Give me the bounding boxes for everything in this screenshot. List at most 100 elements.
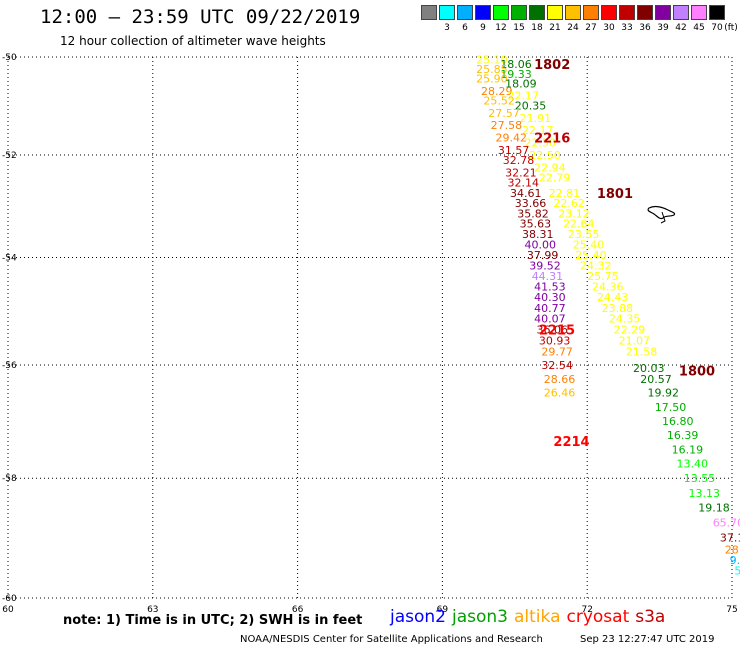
legend-swatch xyxy=(457,5,473,20)
satellite-altika: altika xyxy=(514,607,561,627)
satellite-jason2: jason2 xyxy=(390,607,446,627)
wave-height-reading: 35.63 xyxy=(520,218,552,231)
lat-tick-label: -56 xyxy=(2,361,17,371)
wave-height-reading: 23.55 xyxy=(568,228,600,241)
satellite-s3a: s3a xyxy=(635,607,666,627)
legend-swatch xyxy=(709,5,725,20)
wave-height-reading: 16.19 xyxy=(672,443,704,456)
lon-tick-label: 75 xyxy=(726,605,737,615)
wave-height-reading: 24.36 xyxy=(592,281,624,294)
wave-height-reading: 21.91 xyxy=(520,112,552,125)
lon-tick-label: 66 xyxy=(292,605,304,615)
wave-height-reading: 28.29 xyxy=(481,85,512,98)
legend-label: 33 xyxy=(621,23,633,33)
wave-height-reading: 25.90 xyxy=(476,73,508,86)
pass-time-label: 1800 xyxy=(679,365,715,380)
wave-height-reading: 20.35 xyxy=(515,99,547,112)
legend-swatch xyxy=(637,5,653,20)
legend-label: 24 xyxy=(567,23,579,33)
island-outline xyxy=(647,205,676,224)
pass-time-labels: 1802 2216 1801 2215 1800 2214 xyxy=(534,58,715,450)
legend-swatch xyxy=(691,5,707,20)
satellite-list: jason2 jason3 altika cryosat s3a xyxy=(390,607,671,627)
wave-height-reading: 31.57 xyxy=(498,144,530,157)
legend-swatch xyxy=(547,5,563,20)
wave-height-reading: 22.50 xyxy=(524,137,556,150)
legend-swatch xyxy=(583,5,599,20)
legend-label: 36 xyxy=(639,23,651,33)
wave-height-reading: 22.50 xyxy=(529,149,561,162)
legend-swatch xyxy=(655,5,671,20)
wave-height-reading: 23.12 xyxy=(558,207,590,220)
altimeter-readings: 25.1018.0625.8519.3325.9018.0928.2922.17… xyxy=(476,53,740,577)
wave-height-reading: 29.77 xyxy=(541,345,573,358)
wave-height-reading: 36.06 xyxy=(537,323,569,336)
map-grid xyxy=(7,56,733,599)
wave-height-reading: 39.52 xyxy=(529,259,561,272)
legend-label: 45 xyxy=(693,23,705,33)
pass-time-label: 2216 xyxy=(534,132,570,147)
wave-height-reading: 23.88 xyxy=(602,302,634,315)
wave-height-reading: 22.17 xyxy=(522,124,554,137)
footer-credit: NOAA/NESDIS Center for Satellite Applica… xyxy=(240,634,543,645)
wave-height-reading: 37.99 xyxy=(527,249,559,262)
lat-tick-label: -54 xyxy=(2,253,17,263)
legend-swatch xyxy=(421,5,437,20)
legend-label: 3 xyxy=(444,23,450,33)
legend-label: 39 xyxy=(657,23,669,33)
wave-height-reading: 22.81 xyxy=(549,187,581,200)
wave-height-reading: 28.66 xyxy=(544,373,576,386)
legend-swatch xyxy=(475,5,491,20)
wave-height-reading: 38.31 xyxy=(522,228,554,241)
wave-height-reading: 5.00 xyxy=(734,564,740,577)
wave-height-reading: 27.57 xyxy=(488,107,519,120)
wave-height-reading: 13.13 xyxy=(689,487,721,500)
wave-height-reading: 16.80 xyxy=(662,415,694,428)
legend-swatch xyxy=(529,5,545,20)
lon-tick-label: 72 xyxy=(581,605,592,615)
wave-height-reading: 19.33 xyxy=(500,68,532,81)
wave-height-reading: 25.10 xyxy=(476,53,508,66)
wave-height-reading: 41.53 xyxy=(534,281,566,294)
lat-tick-label: -58 xyxy=(2,474,17,484)
legend-label: 21 xyxy=(549,23,561,33)
pass-time-label: 2214 xyxy=(553,435,589,450)
wave-height-reading: 24.35 xyxy=(609,313,641,326)
legend-swatch xyxy=(565,5,581,20)
legend-label: 30 xyxy=(603,23,615,33)
legend-label: 27 xyxy=(585,23,597,33)
wave-height-reading: 9.00 xyxy=(730,554,740,567)
legend-swatch xyxy=(601,5,617,20)
axis-tick-labels: 60 63 66 69 72 75 -50 -52 -54 -56 -58 -60 xyxy=(2,53,738,615)
footer-timestamp: Sep 23 12:27:47 UTC 2019 xyxy=(580,634,715,645)
wave-height-reading: 25.40 xyxy=(575,249,607,262)
legend-label: 12 xyxy=(495,23,507,33)
wave-height-reading: 21.07 xyxy=(619,334,651,347)
wave-height-reading: 40.07 xyxy=(534,313,566,326)
wave-height-reading: 33.66 xyxy=(515,197,547,210)
wave-height-reading: 19.18 xyxy=(698,502,730,515)
wave-height-reading: 24.32 xyxy=(580,259,612,272)
wave-height-reading: 30.93 xyxy=(539,334,571,347)
wave-height-reading: 40.77 xyxy=(534,302,566,315)
wave-height-reading: 32.14 xyxy=(508,177,540,190)
lat-tick-label: -60 xyxy=(2,594,17,604)
wave-height-reading: 22.17 xyxy=(508,90,540,103)
wave-height-reading: 40.30 xyxy=(534,291,566,304)
legend-swatch xyxy=(619,5,635,20)
wave-height-reading: 32.21 xyxy=(505,167,537,180)
wave-height-reading: 25.52 xyxy=(483,95,514,108)
wave-height-reading: 22.29 xyxy=(614,323,646,336)
pass-time-label: 1801 xyxy=(597,187,633,202)
wave-height-reading: 32.78 xyxy=(503,154,535,167)
lon-tick-label: 60 xyxy=(2,605,14,615)
wave-height-reading: 29.42 xyxy=(495,132,527,145)
satellite-cryosat: cryosat xyxy=(566,607,630,627)
wave-height-reading: 28.00 xyxy=(725,543,740,556)
pass-time-label: 2215 xyxy=(539,323,575,338)
legend-label: 18 xyxy=(531,23,543,33)
wave-height-reading: 18.06 xyxy=(500,58,532,71)
wave-height-reading: 20.57 xyxy=(640,373,672,386)
lon-tick-label: 63 xyxy=(147,605,158,615)
legend-label: 9 xyxy=(480,23,486,33)
